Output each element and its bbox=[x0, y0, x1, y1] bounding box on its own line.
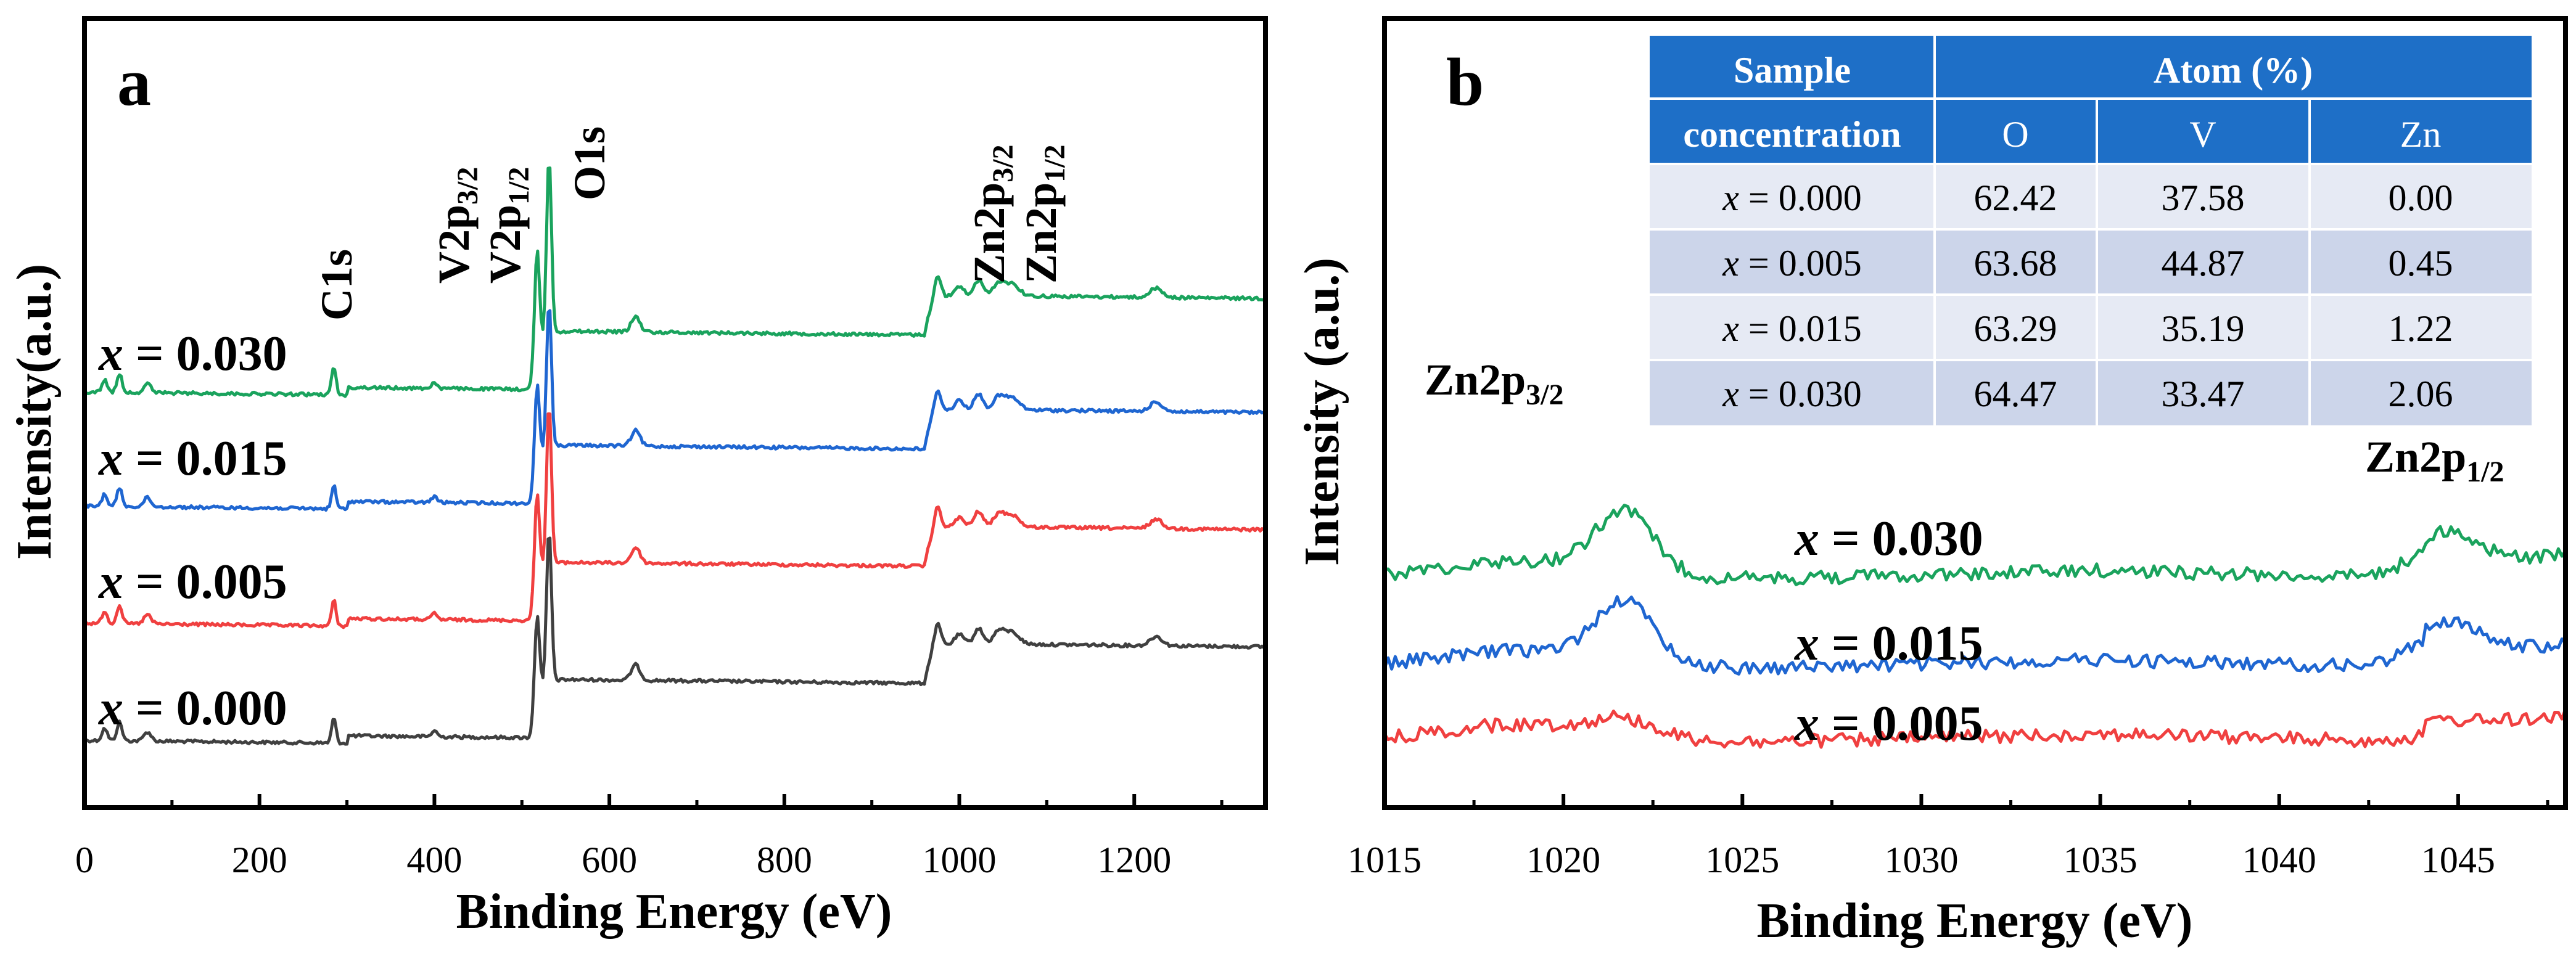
table-row-3-sample: x = 0.030 bbox=[1722, 374, 1861, 414]
xps-figure: 0 200 400 600 800 1000 1200 a Binding Energy (… bbox=[0, 0, 2576, 958]
panel-a-label: a bbox=[117, 44, 151, 120]
series-label-x0000: x = 0.000 bbox=[98, 681, 287, 735]
table-row-2-o: 63.29 bbox=[1974, 308, 2057, 349]
b-tick-label-3: 1030 bbox=[1884, 840, 1958, 880]
table-header-col-zn: Zn bbox=[2400, 114, 2442, 155]
table-header-concentration: concentration bbox=[1683, 114, 1901, 155]
b-tick-label-6: 1045 bbox=[2421, 840, 2495, 880]
peak-label-o1s: O1s bbox=[565, 126, 614, 200]
panel-b-x-axis-label: Binding Energy (eV) bbox=[1757, 894, 2193, 948]
b-tick-label-2: 1025 bbox=[1705, 840, 1779, 880]
table-header-col-o: O bbox=[2002, 114, 2028, 155]
peak-label-zn2p32-b: Zn2p3/2 bbox=[1425, 355, 1563, 411]
a-tick-label-2: 400 bbox=[406, 840, 462, 880]
series-label-b-x0015: x = 0.015 bbox=[1794, 616, 1983, 671]
table-row-2-zn: 1.22 bbox=[2389, 308, 2453, 349]
b-tick-label-0: 1015 bbox=[1348, 840, 1422, 880]
series-label-x0015: x = 0.015 bbox=[98, 432, 287, 486]
table-row-1-zn: 0.45 bbox=[2389, 243, 2453, 284]
b-tick-label-5: 1040 bbox=[2242, 840, 2316, 880]
table-row-0-v: 37.58 bbox=[2162, 178, 2245, 218]
a-tick-label-1: 200 bbox=[232, 840, 287, 880]
table-row-1-sample: x = 0.005 bbox=[1722, 243, 1861, 284]
panel-b-label: b bbox=[1446, 44, 1484, 120]
panel-a: 0 200 400 600 800 1000 1200 a Binding Energy (… bbox=[7, 18, 1265, 939]
table-row-3-o: 64.47 bbox=[1974, 374, 2057, 414]
a-tick-label-3: 600 bbox=[582, 840, 637, 880]
table-header-col-v: V bbox=[2189, 114, 2216, 155]
a-tick-label-4: 800 bbox=[757, 840, 812, 880]
table-row-0-zn: 0.00 bbox=[2389, 178, 2453, 218]
series-label-b-x0005: x = 0.005 bbox=[1794, 697, 1983, 751]
table-row-1-v: 44.87 bbox=[2162, 243, 2245, 284]
table-row-3-v: 33.47 bbox=[2162, 374, 2245, 414]
table-header-atom: Atom (%) bbox=[2154, 50, 2313, 91]
composition-table: Sample Atom (%) concentration O V Zn x =… bbox=[1650, 36, 2532, 425]
a-tick-label-5: 1000 bbox=[923, 840, 997, 880]
panel-b-y-axis-label: Intensity (a.u.) bbox=[1295, 258, 1349, 566]
series-label-x0030: x = 0.030 bbox=[98, 327, 287, 381]
panel-a-y-axis-label: Intensity(a.u.) bbox=[7, 264, 62, 560]
peak-label-c1s: C1s bbox=[312, 249, 361, 321]
peak-label-zn2p32: Zn2p3/2 bbox=[965, 145, 1019, 284]
panel-b: 1015 1020 1025 1030 1035 1040 1045 b Binding E… bbox=[1295, 18, 2566, 948]
panel-a-x-axis-label: Binding Energy (eV) bbox=[456, 885, 892, 939]
table-row-1-o: 63.68 bbox=[1974, 243, 2057, 284]
a-tick-label-6: 1200 bbox=[1097, 840, 1171, 880]
table-row-2-sample: x = 0.015 bbox=[1722, 308, 1861, 349]
peak-label-v2p12: V2p1/2 bbox=[480, 167, 535, 284]
series-label-x0005: x = 0.005 bbox=[98, 555, 287, 609]
peak-label-zn2p12: Zn2p1/2 bbox=[1016, 145, 1071, 284]
table-row-0-sample: x = 0.000 bbox=[1722, 178, 1861, 218]
table-header-sample: Sample bbox=[1734, 50, 1851, 91]
table-row-0-o: 62.42 bbox=[1974, 178, 2057, 218]
table-row-3-zn: 2.06 bbox=[2389, 374, 2453, 414]
peak-label-zn2p12-b: Zn2p1/2 bbox=[2365, 432, 2504, 488]
b-tick-label-4: 1035 bbox=[2064, 840, 2138, 880]
series-label-b-x0030: x = 0.030 bbox=[1794, 512, 1983, 566]
b-tick-label-1: 1020 bbox=[1526, 840, 1600, 880]
peak-label-v2p32: V2p3/2 bbox=[429, 167, 484, 284]
a-tick-label-0: 0 bbox=[75, 840, 94, 880]
table-row-2-v: 35.19 bbox=[2162, 308, 2245, 349]
